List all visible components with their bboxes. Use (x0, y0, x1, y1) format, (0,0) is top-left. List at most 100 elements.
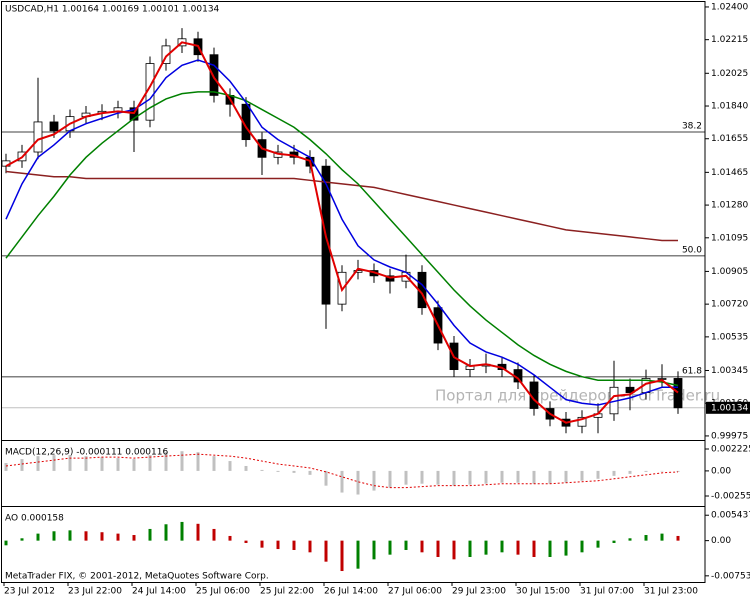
macd-bar (180, 451, 184, 471)
ao-bar (564, 540, 568, 556)
y-tick-label: 1.00720 (711, 300, 748, 310)
macd-bar (484, 470, 488, 484)
macd-bar (404, 470, 408, 485)
ao-bar (84, 531, 88, 541)
macd-bar (308, 470, 312, 475)
y-tick-label: 1.01280 (711, 201, 748, 211)
y-tick-label: -0.00753 (711, 571, 750, 581)
moving-average (5, 59, 678, 406)
moving-average (5, 41, 679, 424)
macd-bar (244, 465, 248, 471)
x-tick-label: 24 Jul 14:00 (132, 587, 186, 597)
x-tick-label: 25 Jul 22:00 (260, 587, 314, 597)
x-tick-label: 29 Jul 23:00 (452, 587, 506, 597)
ao-bar (644, 535, 648, 541)
macd-bar (20, 459, 24, 471)
candle-body (161, 45, 171, 64)
y-tick-label: -0.00255 (711, 492, 750, 502)
x-tick-label: 23 Jul 22:00 (68, 587, 122, 597)
macd-bar (292, 470, 296, 473)
macd-bar (516, 470, 520, 483)
candle-body (33, 121, 43, 153)
moving-average (5, 170, 678, 242)
ao-bar (228, 535, 232, 541)
ao-bar (116, 533, 120, 541)
y-tick-label: 1.00535 (711, 332, 748, 342)
ao-bar (436, 540, 440, 557)
ao-bar (196, 523, 200, 541)
macd-bar (196, 452, 200, 471)
macd-signal (5, 453, 679, 489)
y-tick-label: 0.00 (711, 536, 731, 546)
ao-bar (324, 540, 328, 562)
macd-bar (36, 456, 40, 471)
macd-bar (628, 470, 632, 474)
macd-bar (4, 463, 8, 471)
fib-label: 50.0 (682, 245, 702, 255)
ao-bar (612, 540, 616, 543)
footer: MetaTrader FIX, © 2001-2012, MetaQuotes … (5, 572, 269, 582)
macd-bar (580, 470, 584, 481)
ao-bar (260, 540, 264, 548)
ao-bar (420, 540, 424, 553)
candle-body (625, 386, 635, 393)
ao-bar (452, 540, 456, 560)
candle-body (353, 270, 363, 273)
ao-bar (532, 540, 536, 557)
macd-bar (500, 470, 504, 483)
ao-bar (596, 540, 600, 548)
macd-bar (84, 456, 88, 471)
macd-bar (340, 470, 344, 493)
macd-bar (164, 452, 168, 471)
y-tick-label: 1.02215 (711, 35, 748, 45)
ao-bar (100, 532, 104, 541)
x-tick-label: 27 Jul 06:00 (388, 587, 442, 597)
ao-bar (660, 533, 664, 541)
y-tick-label: 0.005437 (711, 511, 750, 521)
frame (1, 1, 706, 583)
ao-bar (52, 531, 56, 541)
macd-bar (388, 470, 392, 488)
ao-bar (308, 540, 312, 553)
ao-bar (4, 540, 8, 546)
macd-bar (644, 470, 648, 472)
x-tick-label: 23 Jul 2012 (4, 587, 55, 597)
ao-bar (676, 535, 680, 541)
x-tick-label: 30 Jul 15:00 (516, 587, 570, 597)
candle-body (209, 54, 219, 96)
ao-bar (548, 540, 552, 557)
macd-bar (532, 470, 536, 484)
ao-bar (340, 540, 344, 572)
y-tick-label: 1.02400 (711, 2, 748, 12)
x-tick-label: 26 Jul 14:00 (324, 587, 378, 597)
candle-body (673, 378, 683, 409)
ao-bar (516, 540, 520, 555)
y-tick-label: 1.01095 (711, 233, 748, 243)
ao-bar (356, 540, 360, 569)
y-tick-label: 1.01465 (711, 168, 748, 178)
macd-bar (660, 470, 664, 472)
ao-bar (276, 540, 280, 550)
y-tick-label: 0.00 (711, 466, 731, 476)
plot-layer (1, 28, 705, 572)
macd-bar (420, 470, 424, 484)
macd-bar (548, 470, 552, 484)
macd-bar (68, 455, 72, 471)
ao-bar (580, 540, 584, 553)
x-tick-label: 31 Jul 07:00 (580, 587, 634, 597)
ao-bar (372, 540, 376, 560)
ao-bar (628, 538, 632, 541)
macd-bar (324, 470, 328, 486)
macd-bar (100, 457, 104, 471)
last-price-label: 1.00134 (711, 403, 748, 413)
macd-bar (564, 470, 568, 483)
macd-bar (676, 470, 680, 472)
macd-bar (276, 470, 280, 472)
macd-title: MACD(12,26,9) -0.000111 0.000116 (5, 448, 168, 458)
ao-bar (20, 538, 24, 541)
ao-bar (484, 540, 488, 555)
last-price-box (706, 401, 750, 414)
macd-bar (132, 459, 136, 471)
